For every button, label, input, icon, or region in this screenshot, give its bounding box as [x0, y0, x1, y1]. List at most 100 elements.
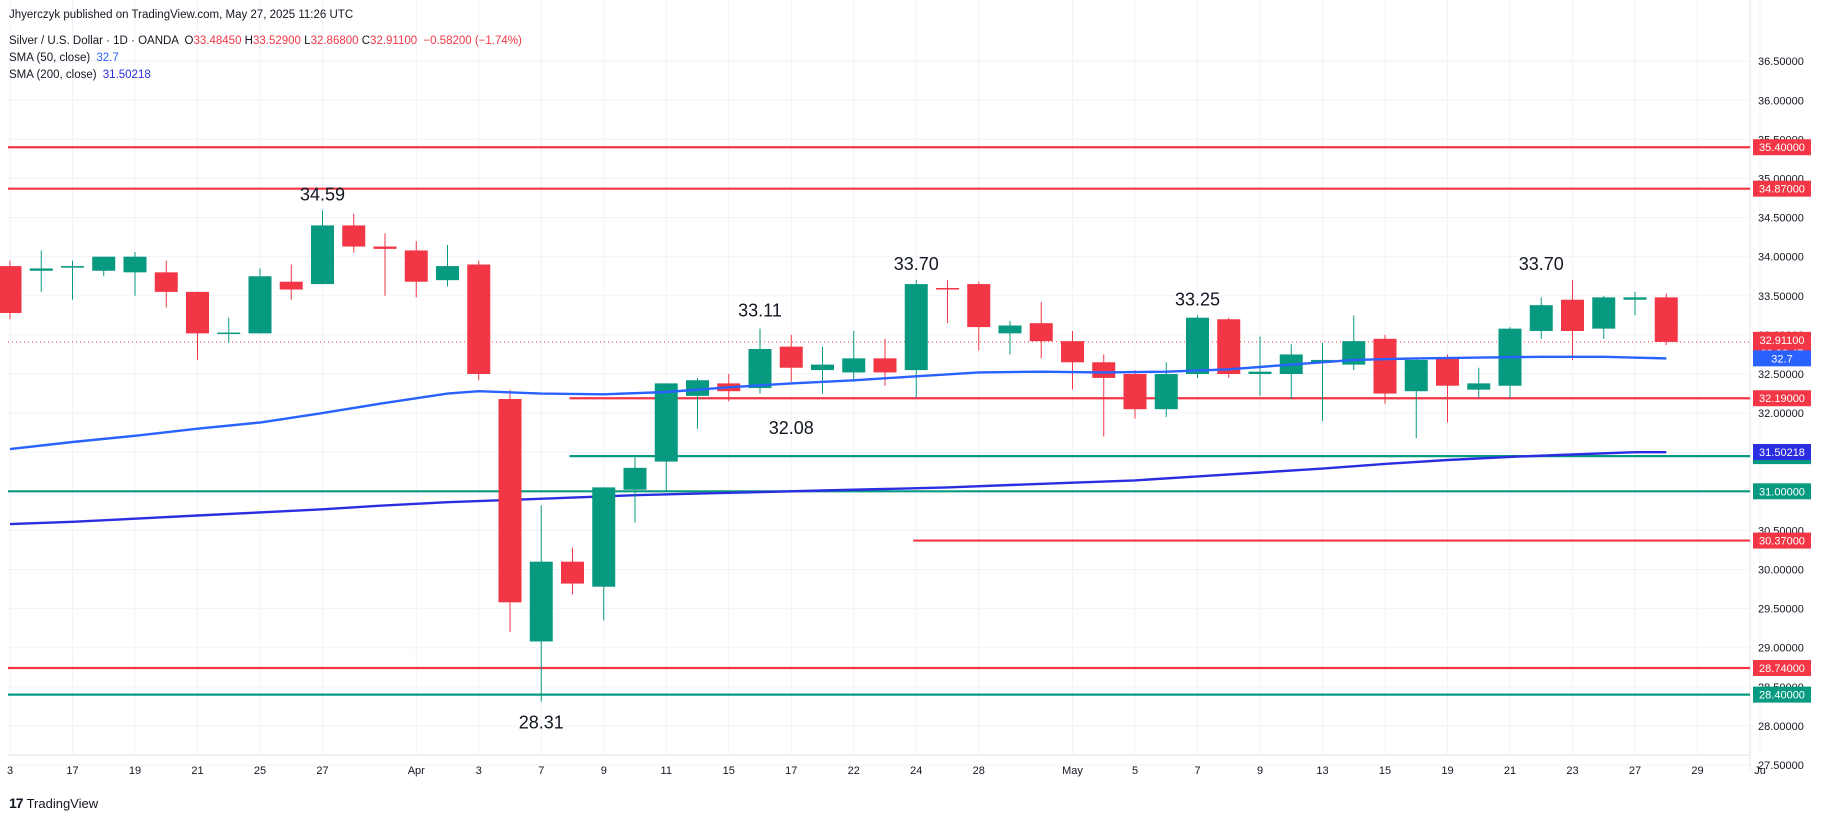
candle-body[interactable] [311, 225, 334, 285]
sma50-legend[interactable]: SMA (50, close) 32.7 [9, 52, 119, 64]
ohlc-low-label: L [304, 35, 311, 47]
x-tick-label: 7 [1194, 765, 1200, 777]
y-tick-label: 34.00000 [1758, 252, 1804, 264]
x-tick-label: 19 [129, 765, 141, 777]
sma50-label: SMA (50, close) [9, 52, 91, 64]
sma200-legend[interactable]: SMA (200, close) 31.50218 [9, 69, 151, 81]
candle-body[interactable] [1623, 297, 1647, 300]
sma200-line[interactable] [9, 451, 1667, 526]
sma50-line[interactable] [9, 355, 1667, 451]
ohlc-open: 33.48450 [193, 35, 242, 47]
x-tick-label: Ju [1754, 765, 1766, 777]
x-tick-label: 5 [1132, 765, 1138, 777]
level-price-tag [1753, 390, 1811, 407]
candle-body[interactable] [92, 256, 116, 271]
candle-body[interactable] [467, 264, 491, 374]
candle-body[interactable] [842, 358, 866, 373]
x-tick-label: Apr [408, 765, 425, 777]
price-annotation: 32.08 [769, 418, 814, 438]
y-tick-label: 32.00000 [1758, 408, 1804, 420]
axis-price-tag [1753, 350, 1811, 367]
x-tick-label: 9 [601, 765, 607, 777]
candle-body[interactable] [936, 287, 959, 290]
candle-body[interactable] [1186, 317, 1209, 374]
candle-body[interactable] [1154, 374, 1178, 410]
level-price-tag-text: 28.40000 [1759, 690, 1805, 702]
candle-body[interactable] [592, 487, 616, 587]
candle-body[interactable] [561, 561, 584, 584]
candle-body[interactable] [1529, 305, 1553, 331]
x-tick-label: 27 [1629, 765, 1641, 777]
level-price-tag-text: 30.37000 [1759, 536, 1805, 548]
candle-body[interactable] [748, 348, 772, 389]
candle-body[interactable] [998, 325, 1022, 334]
level-price-tag-text: 28.74000 [1759, 663, 1805, 675]
candle-body[interactable] [342, 225, 366, 247]
ohlc-change: −0.58200 (−1.74%) [423, 35, 522, 47]
candle-body[interactable] [0, 266, 22, 314]
price-annotation: 33.11 [738, 300, 782, 320]
candle-body[interactable] [279, 281, 303, 290]
candle-body[interactable] [1436, 358, 1459, 386]
candle-body[interactable] [623, 467, 647, 490]
candle-body[interactable] [61, 266, 84, 268]
candle-body[interactable] [779, 346, 803, 368]
candle-body[interactable] [967, 284, 991, 328]
candle-body[interactable] [1561, 299, 1584, 331]
tradingview-logo[interactable]: 17 TradingView [9, 795, 98, 811]
candle-body[interactable] [1592, 297, 1616, 329]
candle-body[interactable] [1373, 338, 1397, 394]
level-price-tag-text: 35.40000 [1759, 142, 1805, 154]
candle-body[interactable] [404, 250, 428, 282]
x-tick-label: 11 [661, 765, 672, 777]
candle-body[interactable] [1029, 323, 1053, 342]
y-tick-label: 36.50000 [1758, 56, 1804, 68]
candle-body[interactable] [811, 364, 834, 371]
candle-body[interactable] [373, 246, 397, 249]
y-tick-label: 30.00000 [1758, 565, 1804, 577]
y-tick-label: 27.50000 [1758, 760, 1804, 772]
x-tick-label: 7 [538, 765, 544, 777]
candle-body[interactable] [1217, 319, 1241, 374]
level-price-tag-text: 31.00000 [1759, 486, 1805, 498]
candle-body[interactable] [1248, 371, 1272, 374]
x-tick-label: May [1062, 765, 1083, 777]
candle-body[interactable] [123, 256, 147, 273]
publisher-line: Jhyerczyk published on TradingView.com, … [9, 9, 353, 21]
candle-body[interactable] [248, 276, 272, 334]
candle-body[interactable] [1467, 383, 1491, 390]
candle-body[interactable] [873, 358, 897, 373]
candle-body[interactable] [654, 383, 678, 462]
x-tick-label: 3 [7, 765, 13, 777]
candle-body[interactable] [217, 332, 241, 335]
candle-body[interactable] [154, 272, 178, 292]
x-tick-label: 28 [973, 765, 985, 777]
candle-body[interactable] [1654, 297, 1678, 342]
candle-body[interactable] [686, 380, 709, 396]
axis-price-tag-text: 31.50218 [1759, 447, 1805, 459]
x-tick-label: 27 [316, 765, 328, 777]
candle-body[interactable] [186, 291, 209, 334]
level-price-tag [1753, 660, 1811, 677]
x-tick-label: 13 [1316, 765, 1328, 777]
candle-body[interactable] [29, 268, 53, 271]
candle-body[interactable] [904, 284, 928, 371]
y-tick-label: 29.00000 [1758, 643, 1804, 655]
symbol-ohlc-line: Silver / U.S. Dollar · 1D · OANDA O33.48… [9, 35, 522, 47]
candle-body[interactable] [436, 266, 459, 281]
ohlc-close-label: C [361, 35, 371, 47]
candle-body[interactable] [529, 561, 553, 642]
y-tick-label: 28.00000 [1758, 721, 1804, 733]
candle-body[interactable] [1404, 359, 1428, 392]
level-price-tag [1753, 483, 1811, 500]
x-tick-label: 21 [191, 765, 203, 777]
tradingview-brand: TradingView [26, 795, 99, 811]
sma200-label: SMA (200, close) [9, 69, 97, 81]
candle-body[interactable] [1123, 374, 1147, 410]
candle-body[interactable] [1092, 362, 1116, 378]
axis-price-tag [1753, 444, 1811, 461]
level-price-tag-text: 34.87000 [1759, 184, 1805, 196]
candle-body[interactable] [498, 399, 522, 603]
candle-body[interactable] [1061, 341, 1084, 363]
